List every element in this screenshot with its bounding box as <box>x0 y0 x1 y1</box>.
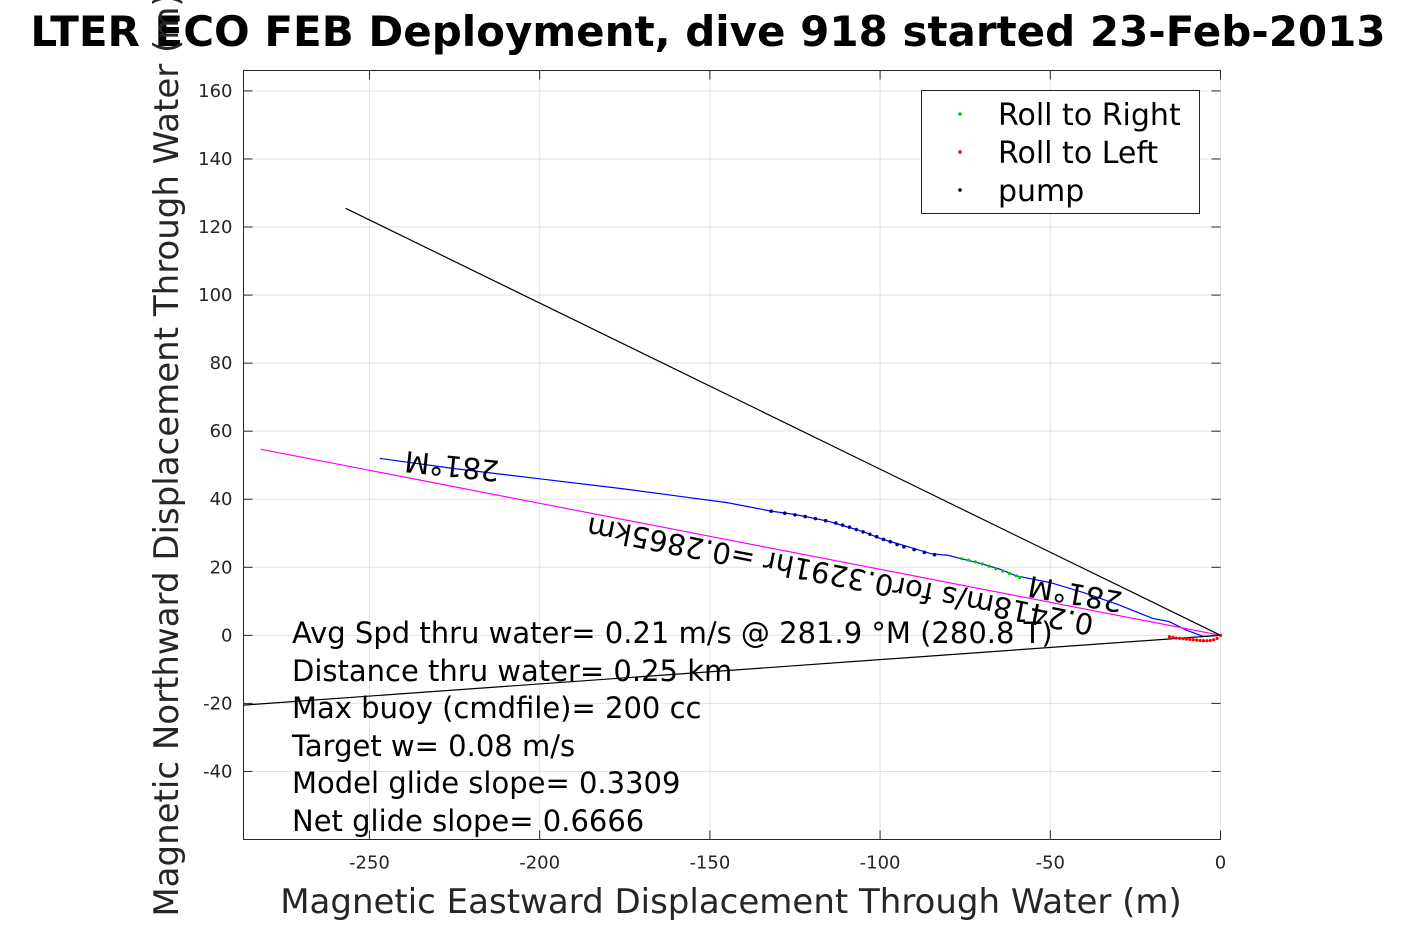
x-tick-label: -250 <box>349 853 390 874</box>
y-tick-label: 100 <box>198 285 232 306</box>
y-tick-label: 80 <box>210 353 233 374</box>
legend-label-roll-right: Roll to Right <box>998 98 1181 133</box>
roll-left-point <box>1195 638 1199 642</box>
chart-title: LTER ECO FEB Deployment, dive 918 starte… <box>30 7 1385 56</box>
annot-target-w: Target w= 0.08 m/s <box>291 729 575 763</box>
pump-point <box>782 511 787 515</box>
legend-marker-pump <box>958 188 962 192</box>
roll-left-point <box>1205 639 1209 643</box>
pump-point <box>813 516 818 521</box>
legend-label-pump: pump <box>998 174 1084 209</box>
roll-left-point <box>1184 637 1189 641</box>
x-tick-label: 0 <box>1215 853 1226 874</box>
pump-point <box>854 527 859 532</box>
roll-right-point <box>1018 575 1022 580</box>
pump-point <box>868 532 872 537</box>
pump-point <box>803 514 807 519</box>
y-tick-label: 60 <box>210 421 233 442</box>
legend-marker-roll-right <box>958 112 962 116</box>
pump-point <box>861 530 865 534</box>
roll-right-point <box>1007 571 1012 576</box>
pump-point <box>932 552 937 557</box>
roll-left-point <box>1191 638 1195 642</box>
roll-left-point <box>1208 638 1212 643</box>
annot-net-glide: Net glide slope= 0.6666 <box>292 804 644 838</box>
markers <box>769 509 1223 643</box>
x-tick-label: -100 <box>860 853 901 874</box>
roll-left-point <box>1198 638 1202 643</box>
roll-right-point <box>966 558 971 562</box>
roll-left-point <box>1201 639 1206 643</box>
legend-label-roll-left: Roll to Left <box>998 136 1158 171</box>
series-line-1 <box>260 448 1221 636</box>
roll-left-point <box>1178 636 1182 641</box>
pump-point <box>888 539 893 544</box>
roll-left-point <box>1174 636 1178 640</box>
legend-marker-roll-left <box>958 150 962 154</box>
roll-right-point <box>994 567 998 571</box>
y-tick-label: 0 <box>221 625 232 646</box>
x-tick-label: -50 <box>1036 853 1065 874</box>
pump-point <box>847 525 852 529</box>
roll-right-point <box>980 562 984 566</box>
roll-left-point <box>1212 638 1216 642</box>
roll-left-point <box>1181 637 1185 641</box>
roll-right-point <box>1014 574 1018 578</box>
pump-point <box>902 545 906 549</box>
roll-left-point <box>1215 636 1219 641</box>
x-tick-label: -200 <box>519 853 560 874</box>
roll-right-point <box>987 564 991 568</box>
roll-left-point <box>1171 635 1175 639</box>
series-line-3 <box>243 634 1221 706</box>
pump-point <box>895 542 899 547</box>
pump-point <box>912 547 916 552</box>
y-tick-label: 40 <box>210 489 233 510</box>
ticks: -250 -200 -150 -100 -50 0-40-2002040608010012… <box>198 70 1226 874</box>
roll-right-point <box>960 557 964 561</box>
series-line-2 <box>345 207 1221 636</box>
x-tick-label: -150 <box>689 853 730 874</box>
annot-max-buoy: Max buoy (cmdfile)= 200 cc <box>292 691 701 725</box>
y-tick-label: 120 <box>198 217 232 238</box>
pump-point <box>823 518 828 523</box>
x-axis-label: Magnetic Eastward Displacement Through W… <box>280 882 1182 922</box>
y-axis-label: Magnetic Northward Displacement Through … <box>147 0 187 917</box>
pump-point <box>881 537 886 542</box>
annot-distance: Distance thru water= 0.25 km <box>292 654 732 688</box>
roll-right-point <box>1001 569 1005 573</box>
y-tick-label: 20 <box>210 557 233 578</box>
pump-point <box>834 521 838 525</box>
pump-point <box>769 509 773 513</box>
grid <box>243 70 1221 840</box>
annot-avg-spd: Avg Spd thru water= 0.21 m/s @ 281.9 °M … <box>292 616 1053 650</box>
annot-model-glide: Model glide slope= 0.3309 <box>292 766 680 800</box>
y-tick-label: 140 <box>198 149 232 170</box>
pump-point <box>922 550 927 555</box>
y-tick-label: -40 <box>203 761 232 782</box>
y-tick-label: -20 <box>203 693 232 714</box>
pump-point <box>874 534 879 539</box>
y-tick-label: 160 <box>198 81 232 102</box>
legend: Roll to Right Roll to Left pump <box>921 90 1200 214</box>
pump-point <box>793 513 797 517</box>
pump-point <box>840 523 845 527</box>
roll-right-point <box>973 560 977 564</box>
roll-left-point <box>1167 635 1172 639</box>
roll-left-point <box>1188 637 1192 642</box>
legend-box <box>921 90 1200 214</box>
